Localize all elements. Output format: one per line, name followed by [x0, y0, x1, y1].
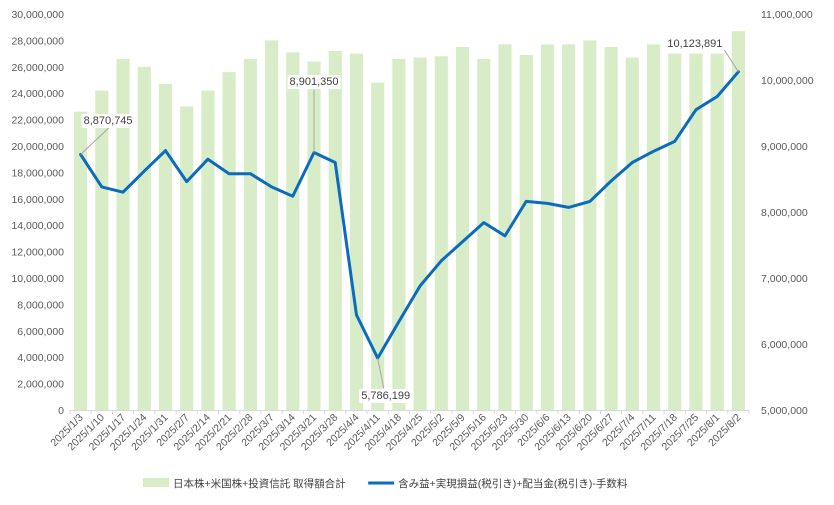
bar — [477, 58, 491, 410]
legend: 日本株+米国株+投資信託 取得額合計 含み益+実現損益(税引き)+配当金(税引き)… — [143, 477, 628, 490]
y-left-tick-label: 26,000,000 — [11, 62, 64, 74]
bar — [604, 47, 618, 410]
bar — [307, 61, 321, 411]
y-left-tick-label: 6,000,000 — [17, 326, 64, 338]
y-right-tick-label: 10,000,000 — [761, 75, 814, 87]
y-left-tick-label: 2,000,000 — [17, 379, 64, 391]
leader-line — [723, 49, 739, 73]
y-left-tick-label: 4,000,000 — [17, 352, 64, 364]
y-left-tick-label: 22,000,000 — [11, 115, 64, 127]
y-left-tick-label: 28,000,000 — [11, 35, 64, 47]
bar — [710, 53, 724, 410]
bar — [498, 44, 512, 411]
bar — [519, 54, 533, 411]
bar — [116, 58, 130, 410]
y-left-tick-label: 12,000,000 — [11, 247, 64, 259]
bar — [455, 47, 470, 410]
data-label: 5,786,199 — [361, 390, 410, 402]
y-left-tick-label: 14,000,000 — [11, 220, 64, 232]
y-right-tick-label: 11,000,000 — [761, 9, 813, 21]
bar — [371, 82, 385, 410]
y-right-tick-label: 6,000,000 — [761, 339, 808, 351]
y-left-tick-label: 18,000,000 — [11, 167, 64, 179]
bar — [243, 58, 257, 410]
y-right-tick-label: 9,000,000 — [761, 141, 808, 153]
bar — [95, 90, 109, 410]
bar — [265, 40, 279, 411]
y-right-tick-label: 5,000,000 — [761, 405, 808, 417]
bar — [392, 58, 406, 410]
y-left-tick-label: 10,000,000 — [11, 273, 64, 285]
line-path — [79, 70, 740, 360]
bar — [137, 66, 151, 411]
line-series — [79, 70, 740, 360]
y-right-tick-label: 7,000,000 — [761, 273, 808, 285]
bar — [689, 53, 703, 410]
data-label-bg — [359, 389, 413, 403]
bar — [349, 53, 364, 410]
bar — [74, 111, 88, 411]
y-left-tick-label: 16,000,000 — [11, 194, 64, 206]
bar — [540, 44, 554, 411]
bar — [201, 90, 215, 410]
data-label-bg — [81, 114, 135, 128]
y-left-tick-label: 8,000,000 — [17, 299, 64, 311]
data-label: 8,870,745 — [84, 115, 133, 127]
data-label: 8,901,350 — [290, 76, 339, 88]
data-label: 10,123,891 — [667, 38, 722, 50]
y-left-tick-label: 24,000,000 — [11, 88, 64, 100]
legend-swatch-bar — [143, 478, 169, 487]
bar — [286, 52, 300, 410]
legend-label: 日本株+米国株+投資信託 取得額合計 — [173, 477, 346, 490]
bar — [434, 56, 448, 411]
bar-series — [74, 31, 745, 411]
bar — [668, 53, 682, 410]
legend-label: 含み益+実現損益(税引き)+配当金(税引き)-手数料 — [398, 477, 628, 490]
data-label-bg — [665, 37, 725, 51]
annotations: 8,870,745 8,901,350 5,786,199 10,123,891 — [80, 37, 739, 403]
bar — [646, 44, 661, 411]
data-label-bg — [287, 75, 341, 89]
bar — [413, 57, 427, 411]
bar — [562, 44, 576, 411]
y-left-tick-label: 20,000,000 — [11, 141, 64, 153]
leader-line — [80, 127, 109, 155]
bar — [731, 31, 745, 410]
bar — [158, 83, 173, 411]
y-left-tick-label: 30,000,000 — [11, 9, 64, 21]
bar — [583, 40, 597, 411]
y-right-tick-label: 8,000,000 — [761, 207, 808, 219]
y-left-tick-label: 0 — [58, 405, 64, 417]
bar — [180, 106, 194, 411]
leader-line — [377, 358, 385, 389]
bar — [328, 50, 342, 411]
bar — [625, 57, 639, 411]
bar — [222, 72, 236, 410]
